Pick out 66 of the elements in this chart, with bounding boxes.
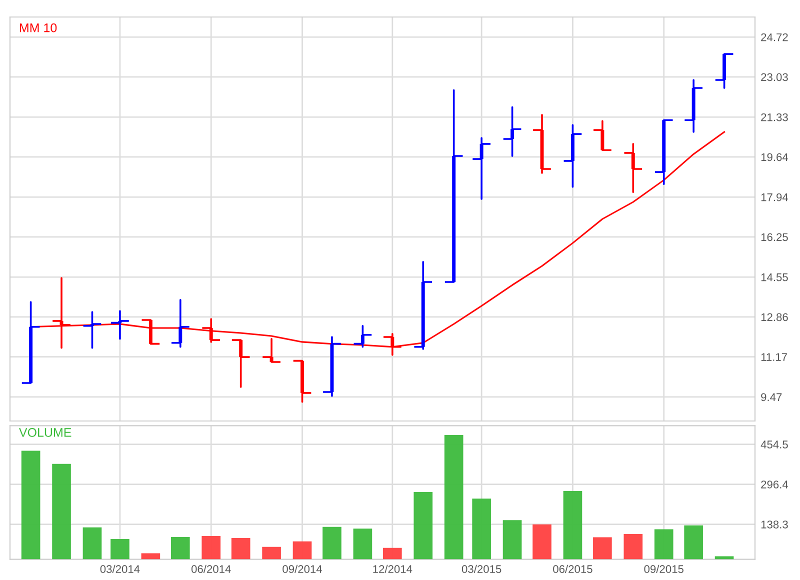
candlestick xyxy=(684,79,704,133)
candlestick xyxy=(292,360,312,403)
bar xyxy=(202,536,221,560)
x-tick-label: 03/2014 xyxy=(100,564,140,574)
candlestick xyxy=(502,106,522,157)
candlestick xyxy=(140,319,160,345)
bar xyxy=(563,490,582,560)
candlestick xyxy=(714,53,734,89)
candlestick xyxy=(322,336,342,397)
bar xyxy=(593,537,612,560)
candlestick xyxy=(444,89,464,283)
y-tick-label: 9.47 xyxy=(761,393,782,402)
bar xyxy=(502,520,522,560)
bar xyxy=(231,538,250,560)
candlestick xyxy=(20,301,41,384)
bar xyxy=(624,534,643,560)
candlestick xyxy=(592,120,612,151)
y-tick-label: 21.33 xyxy=(761,113,788,122)
bar xyxy=(82,527,102,560)
bar xyxy=(684,525,703,560)
y-tick-label: 138.3 xyxy=(761,520,788,528)
candlestick xyxy=(413,261,433,350)
bar xyxy=(532,524,552,560)
y-tick-label: 19.64 xyxy=(761,153,788,162)
bar xyxy=(170,537,190,560)
bar xyxy=(414,492,433,560)
candlestick xyxy=(352,324,373,348)
x-tick-label: 09/2015 xyxy=(644,564,684,574)
bar xyxy=(292,541,312,560)
candlestick xyxy=(623,143,643,194)
bar xyxy=(382,548,402,560)
y-tick-label: 23.03 xyxy=(761,73,788,82)
candlestick xyxy=(82,311,102,349)
y-tick-label: 16.25 xyxy=(761,233,788,242)
text: MM 10 xyxy=(20,23,57,32)
candlestick xyxy=(562,124,583,188)
x-tick-label: 12/2014 xyxy=(373,564,412,574)
y-tick-label: 11.17 xyxy=(761,353,787,361)
x-tick-label: 06/2014 xyxy=(191,564,231,574)
x-tick-label: 06/2015 xyxy=(553,564,592,574)
y-tick-label: 454.5 xyxy=(760,440,788,448)
bar xyxy=(444,435,464,560)
bar xyxy=(262,546,281,560)
bar xyxy=(52,464,71,560)
x-tick-label: 03/2015 xyxy=(462,564,502,574)
y-tick-label: 17.94 xyxy=(761,193,788,202)
bar xyxy=(141,553,160,560)
candlestick xyxy=(201,318,221,343)
bar xyxy=(654,529,674,560)
candlestick xyxy=(532,114,552,174)
candlestick xyxy=(472,137,492,200)
bar xyxy=(353,528,372,560)
bar xyxy=(110,539,130,560)
x-tick-label: 09/2014 xyxy=(282,564,322,574)
y-tick-label: 296.4 xyxy=(761,480,788,488)
y-tick-label: 12.86 xyxy=(761,313,788,322)
y-tick-label: 14.55 xyxy=(761,273,788,282)
candlestick xyxy=(231,339,251,388)
bar xyxy=(472,498,491,560)
candlestick xyxy=(170,299,190,348)
series-label: VOLUME xyxy=(18,428,72,437)
candlestick xyxy=(110,310,130,340)
candlestick xyxy=(654,119,674,185)
bar xyxy=(21,450,40,560)
bar xyxy=(322,526,342,560)
y-tick-label: 24.72 xyxy=(761,33,788,42)
